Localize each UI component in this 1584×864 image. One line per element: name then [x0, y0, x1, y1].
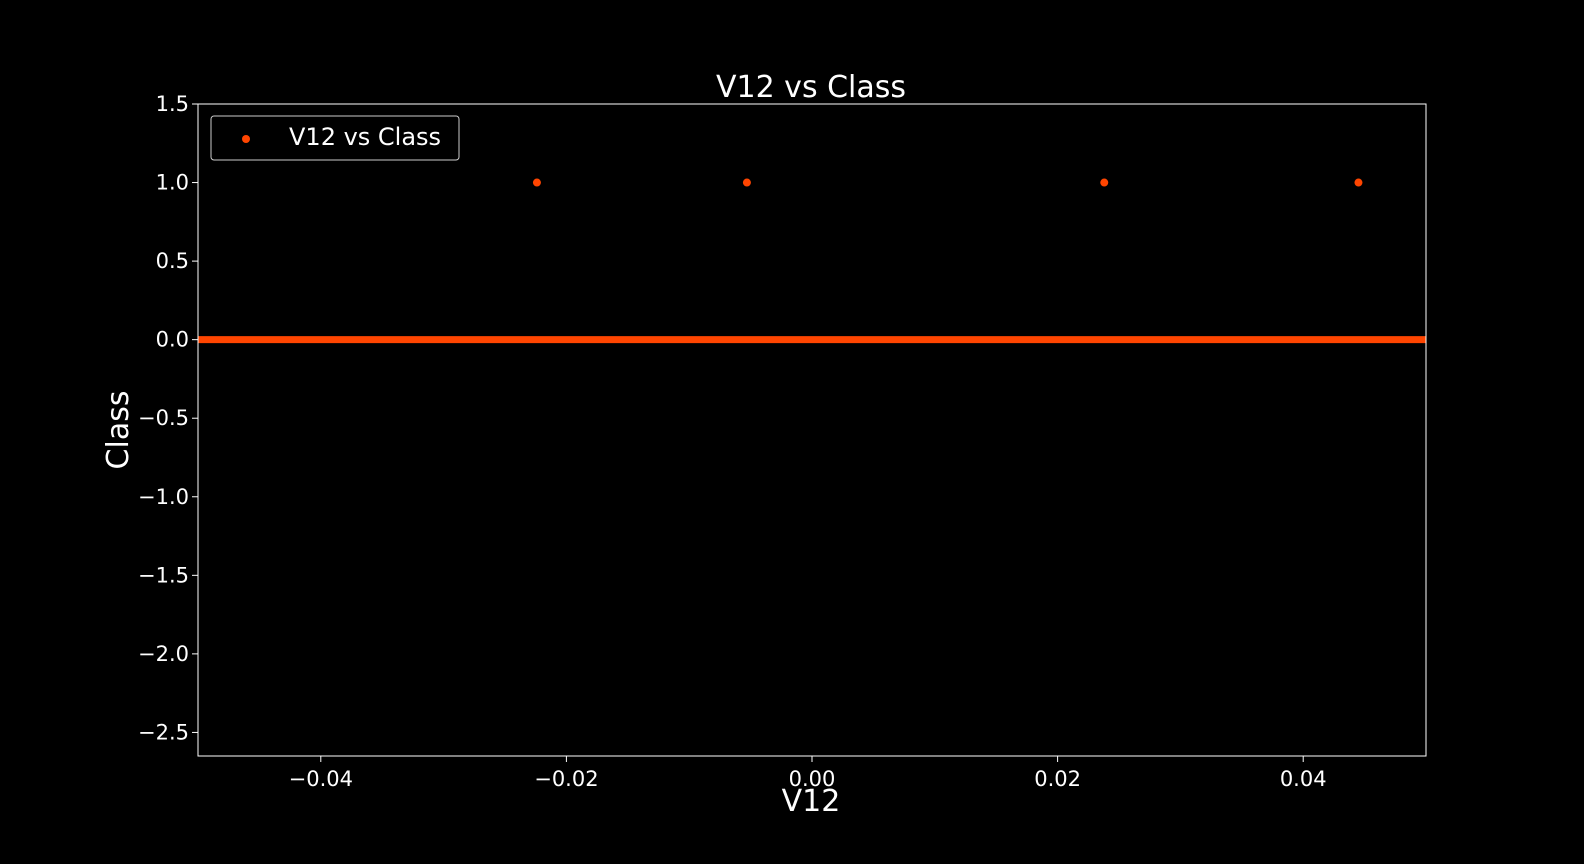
y-tick-label: −0.5 — [138, 406, 189, 430]
y-tick-label: −2.5 — [138, 720, 189, 744]
x-tick-label: 0.04 — [1280, 767, 1327, 791]
x-tick-label: −0.02 — [534, 767, 598, 791]
data-point — [742, 178, 751, 187]
y-tick-label: −1.5 — [138, 563, 189, 587]
x-axis-label: V12 — [782, 784, 841, 819]
data-point — [1100, 178, 1109, 187]
x-tick-label: −0.04 — [289, 767, 353, 791]
y-tick-label: 1.0 — [156, 171, 189, 195]
y-tick-label: 1.5 — [156, 92, 189, 116]
x-tick-label: 0.02 — [1034, 767, 1081, 791]
legend-label: V12 vs Class — [289, 123, 441, 151]
y-tick-label: 0.0 — [156, 328, 189, 352]
data-point — [532, 178, 541, 187]
y-axis: 1.5 1.0 0.5 0.0 −0.5 −1.0 −1.5 −2.0 −2.5 — [138, 92, 198, 744]
y-tick-label: 0.5 — [156, 249, 189, 273]
chart-title: V12 vs Class — [716, 70, 906, 105]
legend-marker — [242, 135, 250, 143]
x-axis: −0.04 −0.02 0.00 0.02 0.04 — [289, 756, 1327, 791]
y-axis-label: Class — [101, 391, 136, 470]
y-tick-label: −1.0 — [138, 485, 189, 509]
legend: V12 vs Class — [210, 115, 460, 161]
plot-area — [198, 178, 1426, 344]
y-tick-label: −2.0 — [138, 642, 189, 666]
data-point — [1354, 178, 1363, 187]
legend-box — [210, 115, 460, 161]
x-tick-label: 0.00 — [789, 767, 836, 791]
